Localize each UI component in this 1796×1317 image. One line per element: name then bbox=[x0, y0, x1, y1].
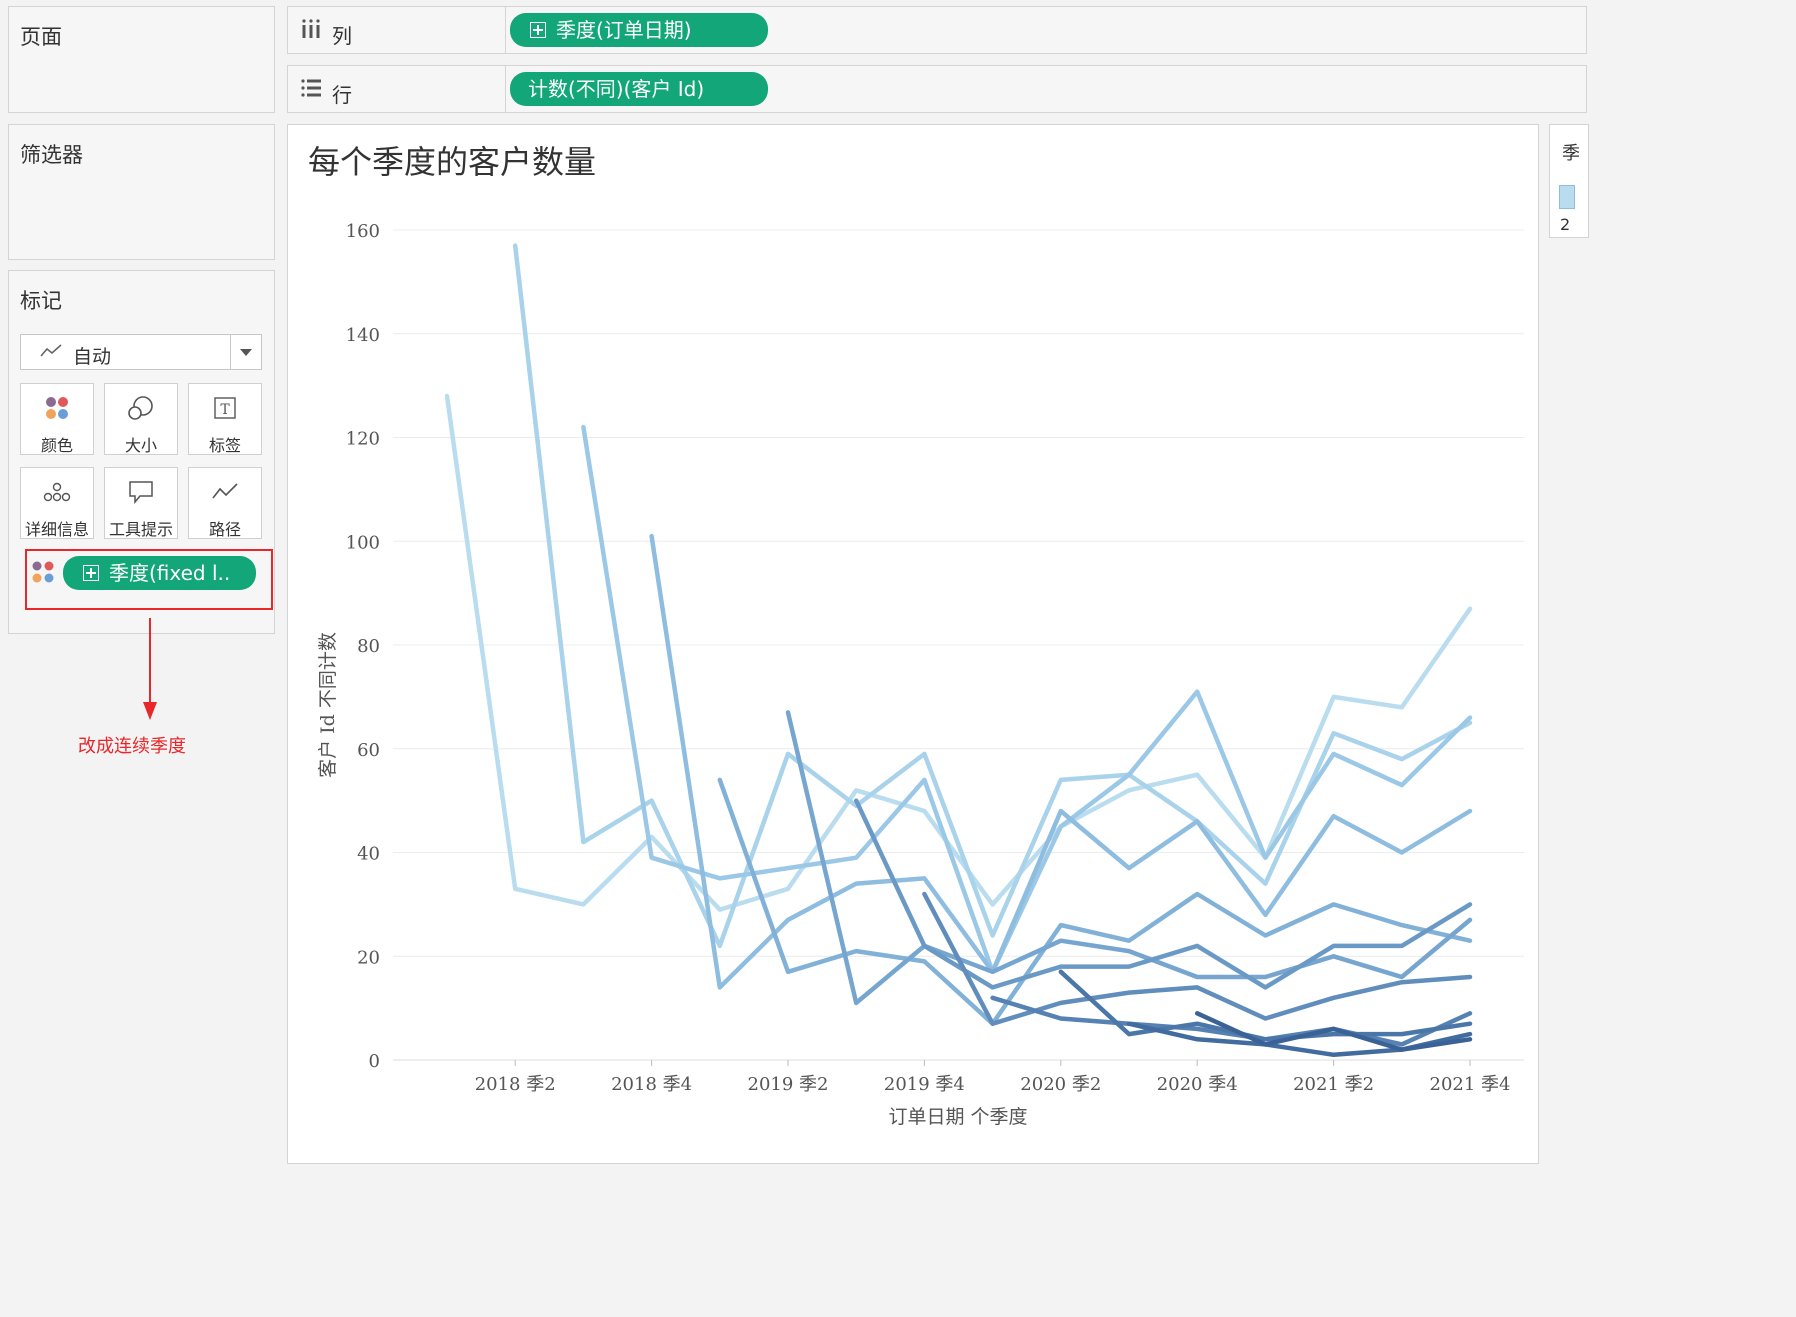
y-tick-label: 100 bbox=[346, 532, 380, 553]
label-button-label: 标签 bbox=[208, 436, 241, 455]
columns-pill-label: 季度(订单日期) bbox=[556, 18, 692, 42]
filters-panel-title: 筛选器 bbox=[20, 143, 83, 167]
rows-shelf-header: 行 bbox=[288, 66, 506, 112]
color-button[interactable]: 颜色 bbox=[20, 383, 94, 455]
line-mark-icon bbox=[39, 341, 63, 365]
columns-shelf-label: 列 bbox=[332, 24, 352, 48]
series-line-3 bbox=[581, 424, 1473, 975]
label-icon: T bbox=[189, 394, 261, 422]
x-tick-label: 2019 季2 bbox=[748, 1074, 829, 1095]
series-line-8 bbox=[922, 891, 1473, 1026]
x-tick-label: 2021 季2 bbox=[1293, 1074, 1374, 1095]
pages-panel[interactable]: 页面 bbox=[8, 6, 275, 113]
color-icon bbox=[21, 394, 93, 422]
y-tick-label: 20 bbox=[357, 947, 380, 968]
highlight-box bbox=[25, 549, 273, 610]
x-tick-label: 2018 季4 bbox=[611, 1074, 692, 1095]
series-line-9 bbox=[990, 995, 1473, 1047]
y-tick-label: 40 bbox=[357, 844, 380, 865]
x-tick-label: 2018 季2 bbox=[475, 1074, 556, 1095]
columns-icon bbox=[300, 18, 322, 45]
detail-icon bbox=[21, 478, 93, 506]
path-icon bbox=[189, 478, 261, 506]
y-tick-label: 120 bbox=[346, 429, 380, 450]
path-button-label: 路径 bbox=[208, 520, 241, 539]
legend-title: 季 bbox=[1562, 143, 1580, 164]
x-tick-label: 2021 季4 bbox=[1430, 1074, 1511, 1095]
size-button[interactable]: 大小 bbox=[104, 383, 178, 455]
columns-pill[interactable]: 季度(订单日期) bbox=[510, 13, 768, 47]
series-line-12 bbox=[1194, 1011, 1473, 1052]
series-line-10 bbox=[1058, 969, 1473, 1042]
columns-shelf-header: 列 bbox=[288, 7, 506, 53]
tooltip-button-label: 工具提示 bbox=[108, 520, 173, 539]
legend-value: 2 bbox=[1560, 215, 1571, 234]
columns-shelf[interactable]: 列 季度(订单日期) bbox=[287, 6, 1587, 54]
legend-swatch bbox=[1559, 185, 1575, 209]
chevron-down-icon[interactable] bbox=[230, 335, 261, 369]
path-button[interactable]: 路径 bbox=[188, 467, 262, 539]
pages-panel-title: 页面 bbox=[20, 25, 62, 49]
x-tick-label: 2019 季4 bbox=[884, 1074, 965, 1095]
size-button-label: 大小 bbox=[124, 436, 157, 455]
annotation-text: 改成连续季度 bbox=[78, 736, 186, 757]
chart-view[interactable]: 每个季度的客户数量 0 20 40 60 80 100 120 140 160 2018 季2 201… bbox=[287, 124, 1539, 1164]
x-tick-label: 2020 季2 bbox=[1020, 1074, 1101, 1095]
y-tick-label: 160 bbox=[346, 221, 380, 242]
expand-plus-icon bbox=[530, 22, 546, 38]
svg-text:T: T bbox=[220, 402, 230, 418]
series-line-4 bbox=[649, 533, 1473, 990]
filters-panel[interactable]: 筛选器 bbox=[8, 124, 275, 260]
detail-button[interactable]: 详细信息 bbox=[20, 467, 94, 539]
mark-type-label: 自动 bbox=[73, 346, 112, 368]
color-field-pill-label: 季度(fixed l.. bbox=[109, 561, 231, 585]
rows-icon bbox=[300, 77, 322, 104]
tooltip-button[interactable]: 工具提示 bbox=[104, 467, 178, 539]
y-axis-title: 客户 Id 不同计数 bbox=[317, 632, 339, 778]
rows-pill[interactable]: 计数(不同)(客户 Id) bbox=[510, 72, 768, 106]
color-legend[interactable]: 季 2 bbox=[1549, 124, 1589, 238]
color-button-label: 颜色 bbox=[40, 436, 73, 455]
mark-type-dropdown[interactable]: 自动 bbox=[20, 334, 262, 370]
y-tick-label: 60 bbox=[357, 740, 380, 761]
y-tick-label: 80 bbox=[357, 636, 380, 657]
rows-shelf[interactable]: 行 计数(不同)(客户 Id) bbox=[287, 65, 1587, 113]
tooltip-icon bbox=[105, 478, 177, 506]
size-icon bbox=[105, 394, 177, 422]
detail-button-label: 详细信息 bbox=[24, 520, 89, 539]
line-chart[interactable]: 每个季度的客户数量 0 20 40 60 80 100 120 140 160 2018 季2 201… bbox=[288, 125, 1538, 1165]
series-line-6 bbox=[785, 710, 1473, 1006]
label-button[interactable]: T 标签 bbox=[188, 383, 262, 455]
annotation-arrow bbox=[143, 618, 157, 720]
x-tick-label: 2020 季4 bbox=[1157, 1074, 1238, 1095]
chart-title: 每个季度的客户数量 bbox=[308, 143, 596, 181]
expand-plus-icon bbox=[83, 565, 99, 581]
rows-pill-label: 计数(不同)(客户 Id) bbox=[528, 77, 705, 101]
marks-panel-title: 标记 bbox=[20, 289, 62, 313]
x-axis-title: 订单日期 个季度 bbox=[888, 1106, 1027, 1128]
y-tick-label: 140 bbox=[346, 325, 380, 346]
series-line-2 bbox=[512, 243, 1473, 949]
y-tick-label: 0 bbox=[369, 1051, 380, 1072]
series-line-1 bbox=[444, 393, 1473, 912]
rows-shelf-label: 行 bbox=[332, 83, 352, 107]
color-field-pill[interactable]: 季度(fixed l.. bbox=[63, 556, 256, 590]
series-line-7 bbox=[853, 798, 1473, 990]
color-encoding-icon bbox=[31, 560, 55, 588]
